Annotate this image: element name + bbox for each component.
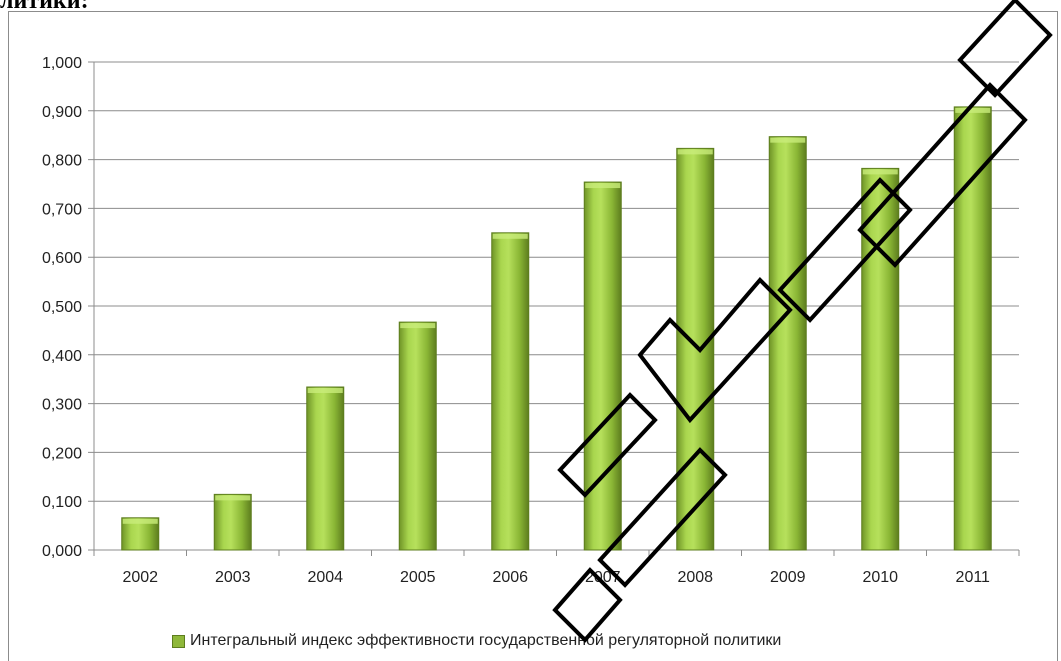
bar-2008 [676,147,715,551]
bar-2006 [491,232,530,551]
x-tick-label: 2008 [677,569,713,586]
page-heading-fragment: литики: [0,0,89,14]
bar [861,167,900,551]
x-tick-labels: 2002 2003 2004 2005 2006 2007 2008 2009 2010 2011 [122,569,990,586]
bar-top-highlight [492,233,528,239]
chart-legend: Интегральный индекс эффективности госуда… [172,632,781,650]
bar-2003 [213,493,252,551]
bar-top-highlight [215,495,251,501]
bar-top-highlight [955,107,991,113]
legend-label: Интегральный индекс эффективности госуда… [190,632,782,649]
bar [676,147,715,551]
bar-top-highlight [770,137,806,143]
bar-top-highlight [862,169,898,175]
bar [213,493,252,551]
bar-chart: 0,000 0,100 0,200 0,300 0,400 0,500 0,600 0,700… [42,55,1020,586]
legend-swatch [172,634,185,648]
bar-2011 [953,106,992,551]
x-tick-label: 2003 [215,569,251,586]
bar [306,386,345,551]
bar-top-highlight [677,149,713,155]
bar [583,181,622,551]
y-tick-label: 0,500 [42,299,82,316]
y-tick-label: 0,200 [42,445,82,462]
y-tick-label: 0,700 [42,201,82,218]
y-tick-label: 0,900 [42,104,82,121]
bar [491,232,530,551]
bar-top-highlight [585,183,621,189]
y-tick-labels: 0,000 0,100 0,200 0,300 0,400 0,500 0,600 0,700… [42,55,82,560]
bars [121,106,992,551]
y-tick-label: 0,300 [42,397,82,414]
y-tick-label: 0,800 [42,153,82,170]
x-tick-label: 2007 [585,569,621,586]
x-tick-label: 2006 [492,569,528,586]
y-tick-label: 0,400 [42,348,82,365]
y-tick-label: 0,600 [42,250,82,267]
x-tick-label: 2005 [400,569,436,586]
chart-frame: 0,000 0,100 0,200 0,300 0,400 0,500 0,600 0,700… [8,11,1058,661]
bar-2005 [398,321,437,551]
x-tick-label: 2009 [770,569,806,586]
x-tick-label: 2010 [862,569,898,586]
bar [768,136,807,551]
y-tick-label: 1,000 [42,55,82,72]
bar [953,106,992,551]
x-tick-label: 2004 [307,569,343,586]
bar-top-highlight [122,518,158,524]
x-tick-label: 2011 [956,569,991,586]
bar-2009 [768,136,807,551]
y-tick-label: 0,000 [42,543,82,560]
bar-2007 [583,181,622,551]
bar-2002 [121,517,160,551]
bar-top-highlight [400,323,436,329]
bar [398,321,437,551]
y-tick-label: 0,100 [42,494,82,511]
bar-top-highlight [307,388,343,394]
x-tick-label: 2002 [122,569,158,586]
bar-2010 [861,167,900,551]
bar-2004 [306,386,345,551]
